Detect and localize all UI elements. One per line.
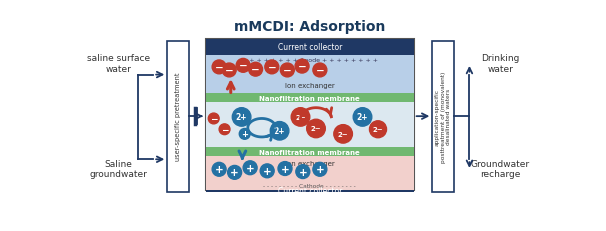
Circle shape [270,122,289,140]
Text: −: − [215,63,224,73]
Circle shape [313,163,327,176]
Circle shape [295,60,309,74]
Circle shape [370,121,387,138]
Text: mMCDI: Adsorption: mMCDI: Adsorption [234,20,385,34]
Text: −: − [239,61,247,71]
Circle shape [236,59,250,73]
Text: saline surface
water: saline surface water [87,54,150,73]
Text: 2+: 2+ [357,113,368,122]
Bar [206,147,414,157]
Bar [206,94,414,103]
Text: +: + [263,166,271,176]
Circle shape [248,63,262,77]
Text: Ion exchanger: Ion exchanger [285,83,335,89]
Circle shape [212,163,226,176]
Circle shape [243,161,257,175]
Circle shape [307,120,325,138]
Text: Nanofiltration membrane: Nanofiltration membrane [259,149,360,155]
Circle shape [260,164,274,178]
Circle shape [219,124,230,135]
Text: Nanofiltration membrane: Nanofiltration membrane [259,95,360,101]
Circle shape [208,114,219,124]
Circle shape [313,64,327,78]
Text: +: + [215,164,224,175]
Text: Saline
groundwater: Saline groundwater [90,159,147,178]
Bar [432,42,454,192]
Text: 2−: 2− [338,131,348,137]
Text: +: + [316,164,324,175]
Circle shape [296,165,310,179]
Text: +: + [230,168,239,178]
Text: - - - - - - - - - Cathode - - - - - - - -: - - - - - - - - - Cathode - - - - - - - … [264,183,356,188]
Circle shape [278,162,292,176]
Text: +: + [241,130,248,139]
Text: Drinking
water: Drinking water [481,54,519,73]
Bar [167,42,189,192]
Bar [206,190,414,192]
Circle shape [212,61,226,74]
Text: 2−: 2− [311,126,321,132]
Text: 2−: 2− [295,114,306,120]
Circle shape [281,64,295,78]
Circle shape [291,108,310,127]
Text: 2+: 2+ [236,113,247,122]
Text: Groundwater
recharge: Groundwater recharge [471,159,530,178]
Bar [206,40,414,55]
Bar [206,157,414,192]
Circle shape [228,166,242,179]
Text: 2−: 2− [373,127,384,133]
Bar [206,40,414,190]
Text: user-specific pretreatment: user-specific pretreatment [175,73,181,161]
Text: Current collector: Current collector [278,187,342,195]
Circle shape [353,108,372,127]
Text: application-specific
posttreatment of (monovalent)
desalinated waters: application-specific posttreatment of (m… [435,71,451,162]
Text: −: − [267,63,276,73]
Text: Current collector: Current collector [278,43,342,52]
Text: −: − [251,65,260,75]
Text: −: − [225,66,233,76]
Text: −: − [283,66,291,76]
Circle shape [265,61,279,74]
Circle shape [222,64,236,78]
Circle shape [232,108,251,127]
Text: +: + [246,163,255,173]
Text: 2+: 2+ [274,127,285,136]
Text: −: − [316,66,324,76]
Text: −: − [210,115,218,123]
Bar [206,103,414,147]
Circle shape [239,129,250,140]
Text: −: − [221,125,228,134]
Text: +: + [298,167,307,177]
Text: Ion exchanger: Ion exchanger [285,161,335,166]
Text: + + + + + + + + Anode + + + + + + + +: + + + + + + + + Anode + + + + + + + + [242,58,378,63]
Text: −: − [298,62,307,72]
Text: +: + [281,164,290,174]
Circle shape [334,125,353,143]
Bar [206,55,414,94]
